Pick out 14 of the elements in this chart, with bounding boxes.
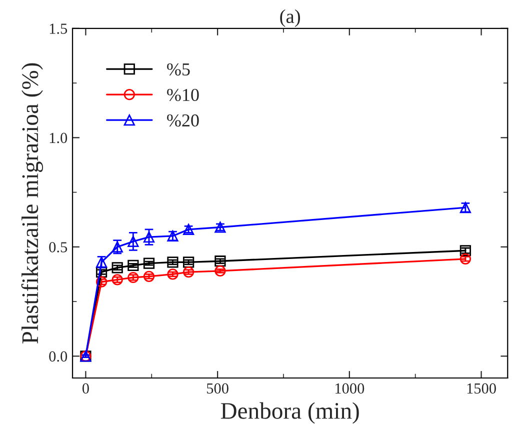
y-tick-label: 1.0	[50, 132, 68, 144]
legend-label: %5	[167, 63, 190, 76]
x-tick-label: 500	[206, 383, 228, 394]
x-tick-label: 1500	[467, 383, 496, 394]
legend-label: %10	[167, 88, 199, 102]
x-tick-label: 0	[82, 383, 89, 394]
x-axis-title: Denbora (min)	[220, 402, 359, 424]
y-tick-label: 1.5	[50, 24, 68, 34]
chart-title: (a)	[280, 9, 300, 27]
y-tick-label: 0.5	[49, 242, 68, 252]
legend-label: %20	[167, 114, 199, 127]
x-tick-label: 1000	[335, 383, 364, 394]
y-axis-title: Plastifikatzaile migrazioa (%)	[21, 63, 44, 344]
y-tick-label: 0.0	[49, 351, 68, 362]
